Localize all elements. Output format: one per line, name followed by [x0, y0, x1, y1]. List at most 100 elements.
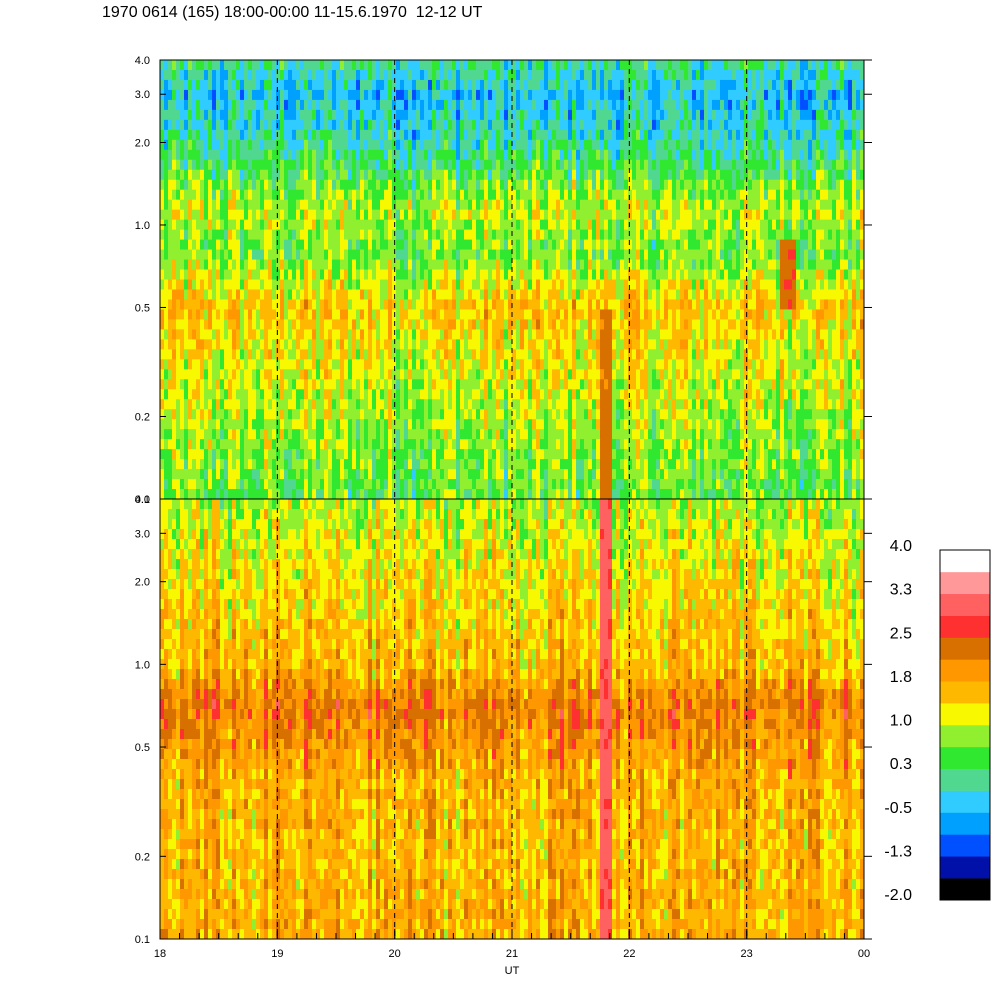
heatmap-cell	[724, 99, 729, 111]
heatmap-cell	[720, 139, 725, 151]
heatmap-cell	[700, 179, 705, 191]
heatmap-cell	[796, 229, 801, 241]
heatmap-cell	[184, 69, 189, 81]
heatmap-cell	[448, 299, 453, 311]
heatmap-cell	[852, 289, 857, 301]
heatmap-cell	[544, 289, 549, 301]
heatmap-cell	[316, 79, 321, 91]
heatmap-cell	[240, 149, 245, 161]
heatmap-cell	[820, 159, 825, 171]
heatmap-cell	[488, 189, 493, 201]
heatmap-cell	[772, 149, 777, 161]
heatmap-cell	[392, 259, 397, 271]
heatmap-cell	[400, 159, 405, 171]
heatmap-cell	[836, 69, 841, 81]
heatmap-cell	[356, 249, 361, 261]
heatmap-cell	[336, 259, 341, 271]
heatmap-cell	[332, 339, 337, 350]
heatmap-cell	[264, 69, 269, 81]
heatmap-cell	[440, 249, 445, 261]
heatmap-cell	[420, 109, 425, 121]
heatmap-cell	[752, 79, 757, 91]
heatmap-cell	[332, 159, 337, 171]
heatmap-cell	[348, 329, 353, 340]
heatmap-cell	[504, 169, 509, 181]
heatmap-cell	[716, 229, 721, 241]
heatmap-cell	[656, 209, 661, 221]
heatmap-cell	[856, 99, 861, 111]
heatmap-cell	[408, 259, 413, 271]
heatmap-cell	[604, 129, 609, 141]
heatmap-cell	[396, 119, 401, 131]
heatmap-cell	[620, 239, 625, 251]
heatmap-cell	[832, 319, 837, 330]
heatmap-cell	[512, 229, 517, 241]
heatmap-cell	[668, 119, 673, 131]
heatmap-cell	[360, 339, 365, 350]
heatmap-cell	[804, 189, 809, 201]
heatmap-cell	[196, 159, 201, 171]
heatmap-cell	[524, 179, 529, 191]
heatmap-cell	[448, 69, 453, 81]
heatmap-cell	[720, 99, 725, 111]
heatmap-cell	[476, 159, 481, 171]
heatmap-cell	[784, 309, 789, 321]
heatmap-cell	[552, 159, 557, 171]
heatmap-cell	[768, 89, 773, 101]
heatmap-cell	[840, 199, 845, 211]
heatmap-cell	[560, 139, 565, 151]
heatmap-cell	[492, 149, 497, 161]
heatmap-cell	[200, 129, 205, 141]
heatmap-cell	[332, 199, 337, 211]
heatmap-cell	[472, 60, 477, 71]
heatmap-cell	[484, 129, 489, 141]
heatmap-cell	[412, 69, 417, 81]
heatmap-cell	[832, 109, 837, 121]
heatmap-cell	[796, 179, 801, 191]
heatmap-cell	[608, 209, 613, 221]
heatmap-cell	[560, 119, 565, 131]
heatmap-cell	[236, 169, 241, 181]
heatmap-cell	[216, 219, 221, 231]
heatmap-cell	[164, 289, 169, 301]
heatmap-cell	[768, 159, 773, 171]
heatmap-cell	[800, 249, 805, 261]
heatmap-cell	[184, 259, 189, 271]
heatmap-cell	[264, 99, 269, 111]
heatmap-cell	[840, 69, 845, 81]
heatmap-cell	[460, 249, 465, 261]
heatmap-cell	[320, 249, 325, 261]
heatmap-cell	[532, 219, 537, 231]
heatmap-cell	[648, 69, 653, 81]
heatmap-cell	[696, 269, 701, 281]
heatmap-cell	[480, 319, 485, 330]
heatmap-cell	[712, 279, 717, 291]
heatmap-cell	[268, 279, 273, 291]
heatmap-cell	[680, 249, 685, 261]
heatmap-cell	[272, 219, 277, 231]
heatmap-cell	[244, 279, 249, 291]
heatmap-cell	[384, 319, 389, 330]
heatmap-cell	[696, 159, 701, 171]
heatmap-cell	[384, 119, 389, 131]
heatmap-cell	[668, 209, 673, 221]
heatmap-cell	[772, 229, 777, 241]
heatmap-cell	[744, 179, 749, 191]
heatmap-cell	[608, 139, 613, 151]
heatmap-cell	[272, 69, 277, 81]
heatmap-cell	[608, 109, 613, 121]
heatmap-cell	[496, 79, 501, 91]
heatmap-cell	[472, 79, 477, 91]
heatmap-cell	[424, 169, 429, 181]
heatmap-cell	[220, 129, 225, 141]
heatmap-cell	[320, 279, 325, 291]
heatmap-cell	[176, 109, 181, 121]
heatmap-cell	[180, 299, 185, 311]
heatmap-cell	[512, 189, 517, 201]
heatmap-cell	[776, 149, 781, 161]
heatmap-cell	[360, 69, 365, 81]
heatmap-cell	[396, 239, 401, 251]
heatmap-cell	[520, 329, 525, 340]
heatmap-cell	[824, 109, 829, 121]
heatmap-cell	[368, 269, 373, 281]
